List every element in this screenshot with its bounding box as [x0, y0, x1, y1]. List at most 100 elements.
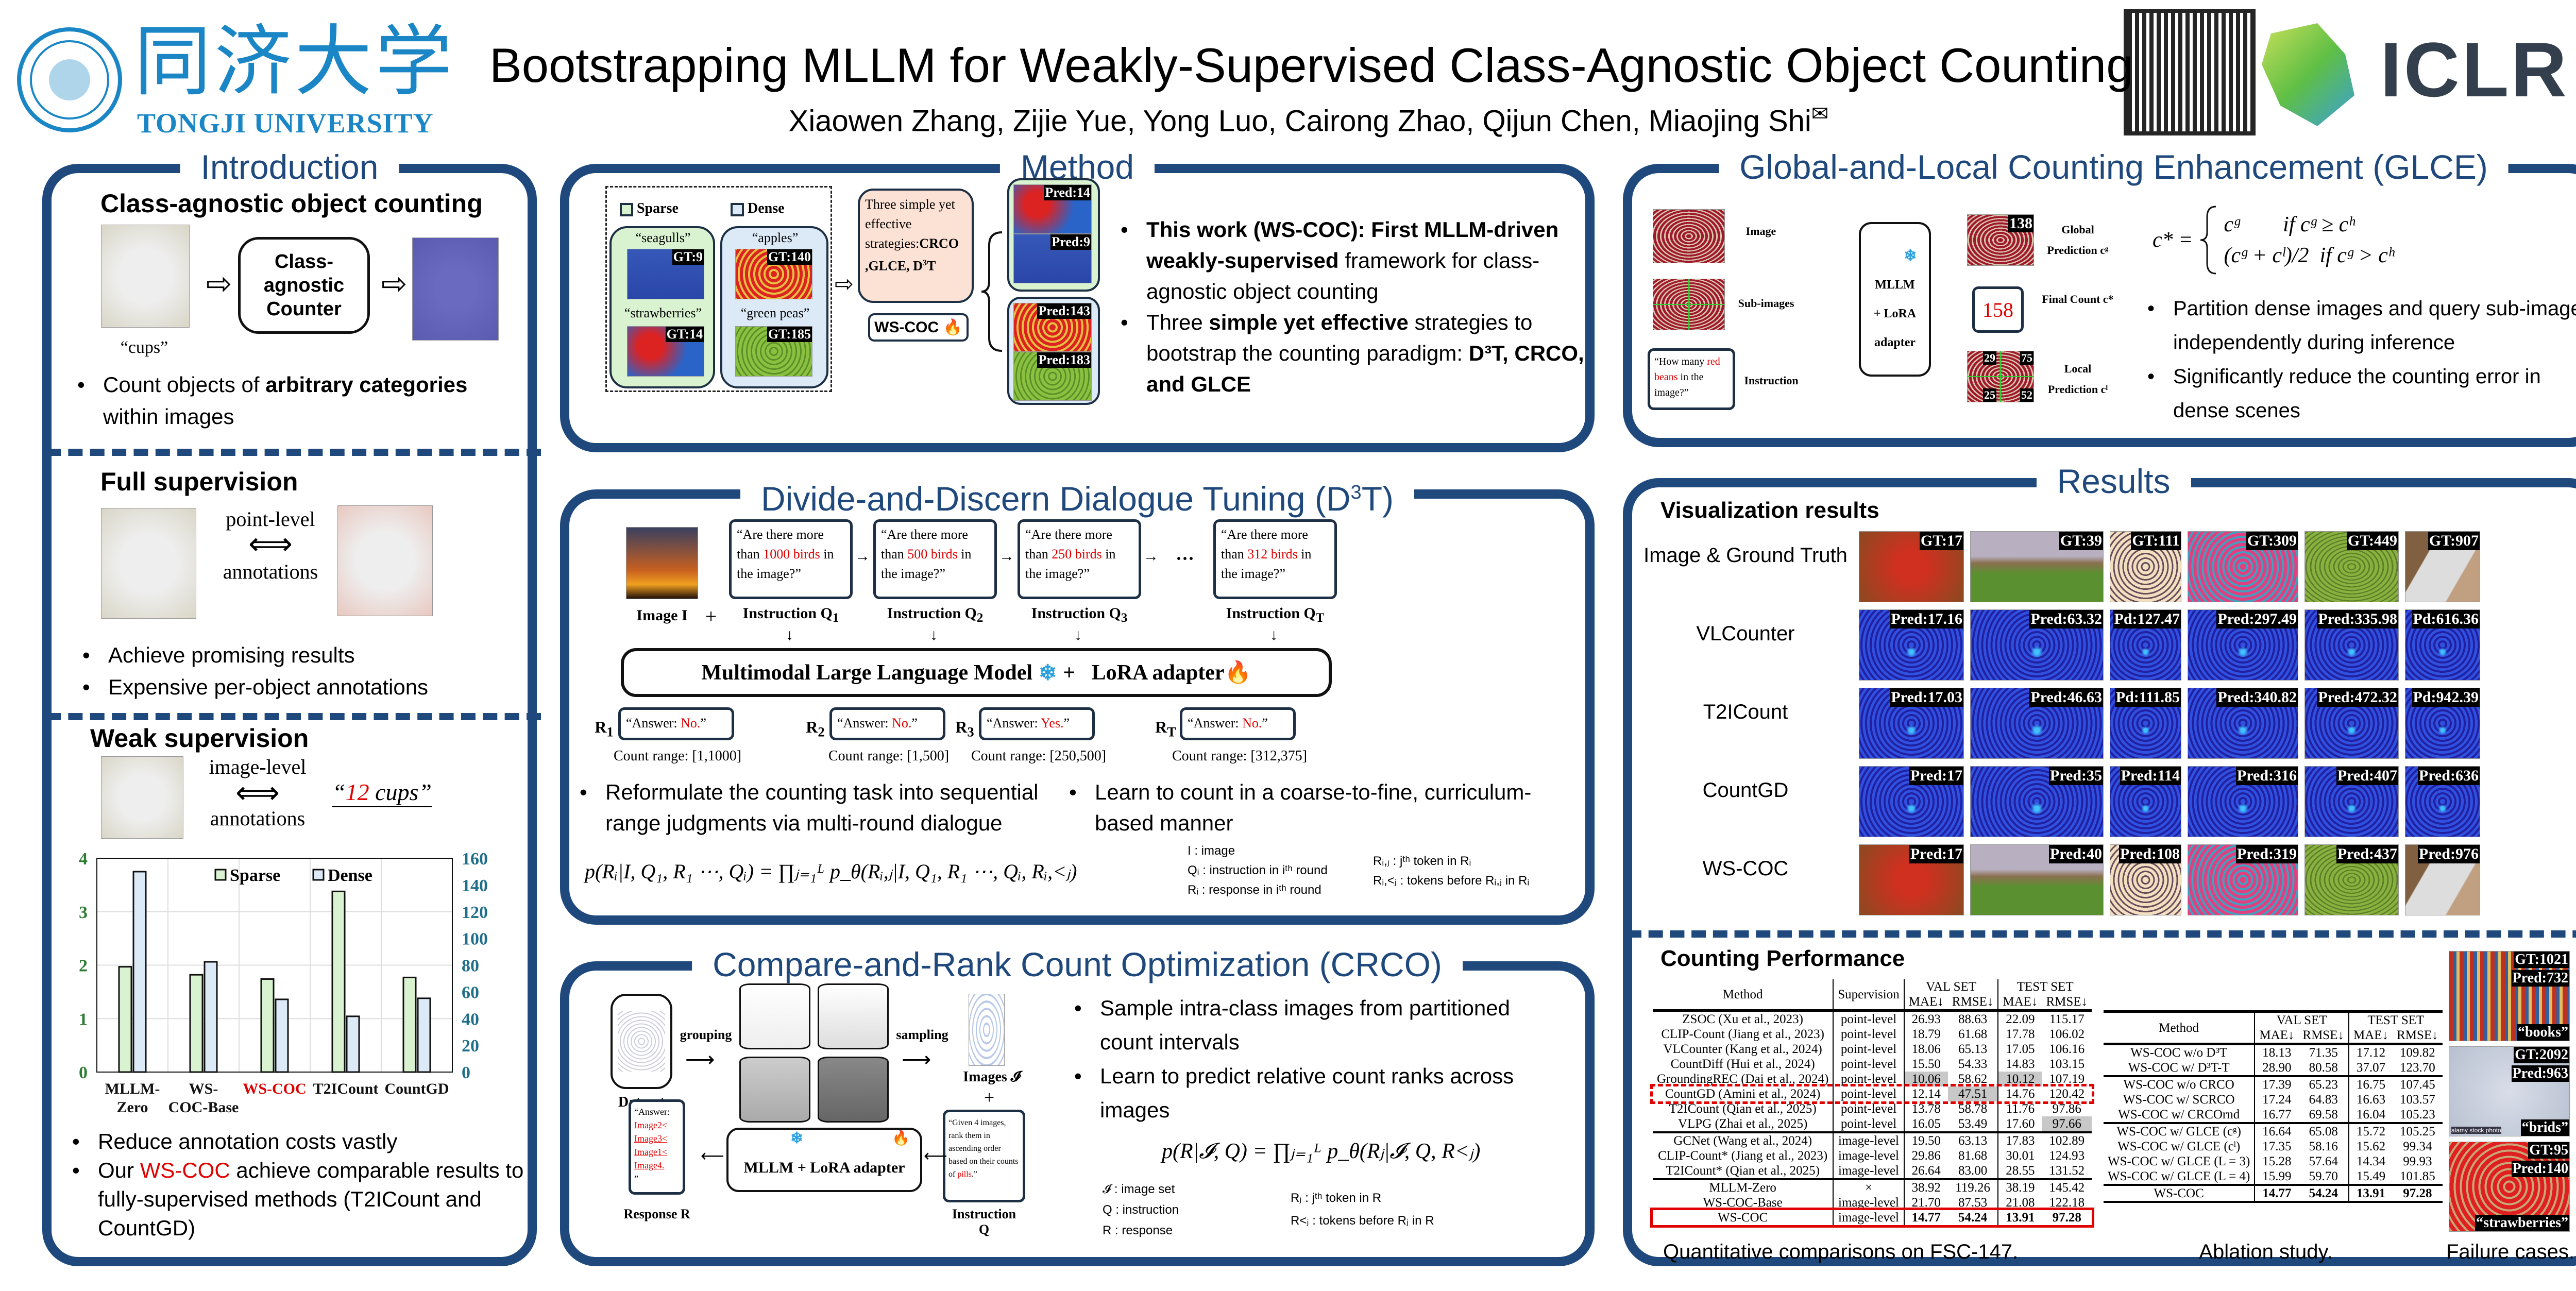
result-image: Pd:127.47 — [2110, 609, 2181, 681]
table-cell: WS-COC — [1653, 1210, 1834, 1225]
fire-icon: 🔥 — [1224, 661, 1251, 685]
table-cell: 12.14 — [1911, 1087, 1941, 1101]
column-header: TEST SET — [2016, 980, 2074, 994]
sparse-group: “seagulls” GT:9 “strawberries” GT:14 — [609, 226, 715, 388]
table-cell: MLLM-Zero — [1653, 1179, 1834, 1195]
category-label: Zero — [116, 1099, 148, 1116]
bullet: Partition dense images and query sub-ima… — [2147, 292, 2576, 360]
table-cell: 115.17 — [2049, 1012, 2084, 1026]
qr-code[interactable] — [2124, 9, 2256, 135]
section-heading: Full supervision — [100, 467, 298, 496]
dataset-box — [611, 994, 672, 1089]
count-range: Count range: [312,375] — [1172, 748, 1308, 764]
table-row: GroundingREC (Dai et al., 2024) point-lev… — [1653, 1072, 2092, 1086]
instruction-label: Instruction Q — [952, 1207, 1016, 1237]
table-cell: 97.28 — [2052, 1211, 2081, 1225]
table-cell: 61.68 — [1947, 1027, 1999, 1042]
table-cell: 17.60 — [1998, 1116, 2042, 1133]
table-row: WS-COC w/ SCRCO 17.24 64.83 16.63 103.57 — [2104, 1092, 2443, 1107]
category-label: WS- — [189, 1080, 218, 1097]
table-cell: 14.83 — [2006, 1057, 2035, 1071]
table-cell: 88.63 — [1947, 1010, 1999, 1027]
ws-coc-model-box: WS-COC 🔥 — [868, 313, 969, 342]
table-cell: 97.86 — [2052, 1102, 2081, 1116]
table-row: WS-COC w/ CRCOrnd 16.77 69.58 16.04 105.23 — [2104, 1107, 2443, 1124]
local-prediction-label: Local Prediction cˡ — [2047, 362, 2108, 396]
table-cell: 15.50 — [1911, 1057, 1941, 1071]
table-cell: 54.24 — [1947, 1210, 1999, 1225]
row-label: WS-COC — [1702, 857, 1789, 880]
d3t-legend-right: Rᵢ,ⱼ : jᵗʰ token in Rᵢ Rᵢ,<ⱼ : tokens bef… — [1373, 854, 1530, 888]
response-label: R3 — [955, 718, 974, 740]
table-row: T2ICount* (Qian et al., 2025) image-level… — [1653, 1163, 2092, 1180]
table-cell: 122.18 — [2049, 1196, 2085, 1210]
instruction-scroll: “How many red beans in the image?” — [1648, 348, 1735, 410]
instruction-label: Instruction Q1 — [742, 605, 839, 625]
table-cell: WS-COC w/ GLCE (cˡ) — [2104, 1139, 2256, 1154]
arrow-right-icon: ⇨ — [206, 266, 232, 301]
table-cell: 18.06 — [1911, 1042, 1941, 1056]
examples-group: Sparse Dense “seagulls” GT:9 “strawberri… — [605, 186, 832, 392]
table-cell: 14.34 — [2356, 1154, 2386, 1168]
arrow-right-icon: ⟶ — [902, 1048, 931, 1071]
section-divider — [1627, 930, 2576, 938]
table-row: WS-COC w/ GLCE (L = 3) 15.28 57.64 14.34 99.… — [2104, 1154, 2443, 1169]
table-cell: image-level — [1833, 1163, 1905, 1180]
class-label: “strawberries” — [624, 305, 702, 320]
table-cell: WS-COC w/ D³T-T — [2104, 1060, 2256, 1077]
glce-title: Global-and-Local Counting Enhancement (G… — [1719, 146, 2509, 188]
plus-label: + — [984, 1087, 995, 1108]
bar-dense — [346, 1015, 360, 1073]
count-tag: Pred:335.98 — [2317, 610, 2398, 628]
row-label: Image & Ground Truth — [1643, 544, 1848, 567]
table-cell: 103.15 — [2049, 1057, 2085, 1071]
table-cell: 57.64 — [2298, 1154, 2349, 1169]
strategies-bubble: Three simple yet effective strategies:CR… — [858, 189, 974, 303]
count-tag: Pred:17.03 — [1890, 688, 1963, 707]
rank-item: Image2< — [634, 1120, 668, 1130]
table-cell: image-level — [1833, 1195, 1905, 1210]
result-image: Pd:942.39 — [2405, 688, 2480, 759]
count-tag: Pred:17 — [1909, 767, 1963, 785]
row-label: VLCounter — [1696, 622, 1795, 645]
d3t-title: Divide-and-Discern Dialogue Tuning (D3T) — [740, 472, 1414, 519]
bullet: Three simple yet effective strategies to… — [1121, 307, 1584, 400]
table-cell: 28.55 — [1998, 1163, 2042, 1180]
rank-item: Image4. — [634, 1160, 665, 1170]
count-tag: Pred:437 — [2336, 845, 2398, 863]
final-count-scroll: 158 — [1972, 286, 2024, 333]
table-cell: 58.62 — [1947, 1072, 1999, 1086]
table-cell: 17.35 — [2262, 1140, 2292, 1153]
point-annotated-image — [337, 505, 433, 616]
arrow-left-icon: ⟵ — [701, 1146, 724, 1165]
answer-scroll: “Answer: Yes.” — [979, 707, 1095, 740]
class-agnostic-counter-box: Class-agnostic Counter — [238, 237, 370, 334]
result-image: Pred:63.32 — [1970, 609, 2104, 681]
table-cell: image-level — [1833, 1210, 1905, 1225]
bar-dense — [204, 961, 218, 1073]
table-row: VLPG (Zhai et al., 2025) point-level 16.05… — [1653, 1116, 2092, 1133]
column-header: VAL SET — [1904, 979, 1999, 994]
category-label: COC-Base — [168, 1099, 239, 1116]
table-row: CLIP-Count* (Jiang et al., 2023) image-le… — [1653, 1148, 2092, 1163]
subheader-row: MAE↓ RMSE↓ MAE↓ RMSE↓ — [2104, 1028, 2443, 1045]
table-cell: 120.42 — [2049, 1087, 2085, 1101]
table-cell: 11.76 — [2006, 1102, 2035, 1116]
fire-icon: 🔥 — [892, 1130, 910, 1146]
table-cell: 58.16 — [2298, 1139, 2349, 1154]
bar-dense — [275, 998, 289, 1073]
table-cell: 65.23 — [2298, 1076, 2349, 1092]
table-cell: image-level — [1833, 1148, 1905, 1163]
table-row: WS-COC-Base image-level 21.70 87.53 21.08 122… — [1653, 1195, 2092, 1210]
gt-tag: GT:2092 — [2514, 1047, 2569, 1063]
table-cell: 21.08 — [2006, 1196, 2035, 1210]
bar-sparse — [331, 890, 346, 1073]
count-tag: GT:309 — [2246, 532, 2298, 550]
result-image: Pred:340.82 — [2188, 688, 2298, 759]
instruction-scroll: “Are there more than 500 birds in the im… — [873, 519, 997, 599]
header-row: Method VAL SET TEST SET — [2104, 1011, 2443, 1045]
class-label: “seagulls” — [635, 230, 691, 245]
count-tag: Pred:46.63 — [2029, 688, 2103, 707]
comparison-table: Method Supervision VAL SET TEST SET MAE↓ RMSE… — [1650, 979, 2095, 1228]
column-subheader: RMSE↓ — [2298, 1028, 2349, 1045]
